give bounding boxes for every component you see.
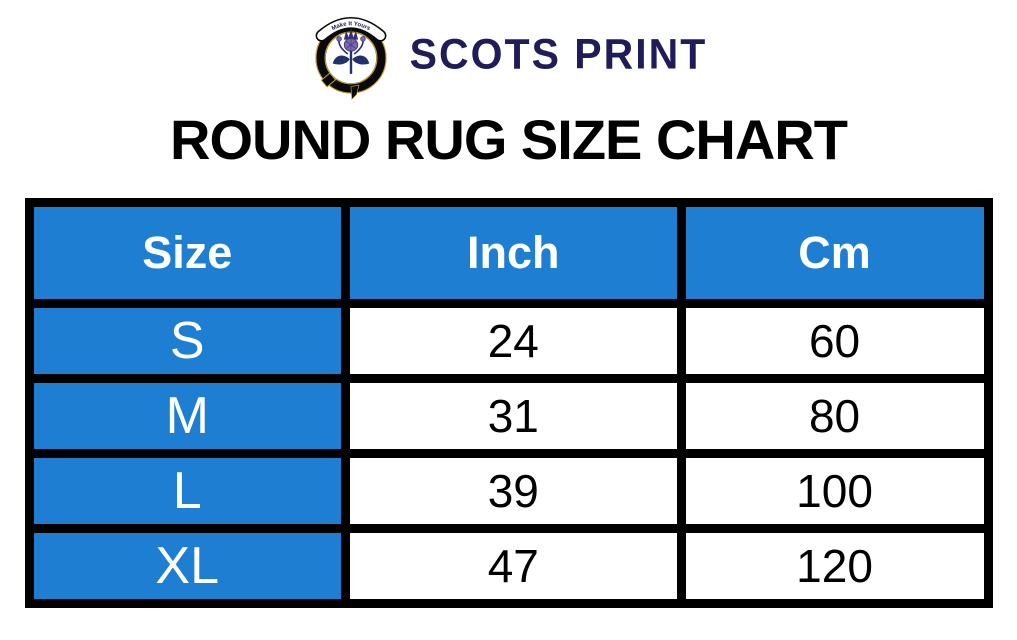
banner-ribbon-icon: Make It Yours: [315, 17, 387, 42]
banner-text: Make It Yours: [331, 21, 372, 32]
table-row-s: S 24 60: [24, 299, 993, 384]
strap-tail-icon: [350, 84, 360, 101]
scots-print-crest-logo: Make It Yours: [310, 7, 392, 101]
table-row-m: M 31 80: [24, 374, 993, 459]
size-chart-table: Size Inch Cm S 24 60 M 31 80 L 39 100: [24, 198, 993, 609]
page-title: ROUND RUG SIZE CHART: [170, 108, 848, 171]
thistle-icon: [332, 28, 369, 74]
brand-header: Make It Yours SCOTS PRINT: [0, 0, 1017, 102]
table-row-l: L 39 100: [24, 449, 993, 534]
inch-cell: 31: [340, 374, 686, 459]
size-cell: L: [24, 449, 350, 534]
size-cell: XL: [24, 524, 350, 609]
brand-name: SCOTS PRINT: [409, 29, 708, 78]
crest-icon: Make It Yours: [315, 17, 387, 101]
column-header-inch: Inch: [340, 198, 686, 309]
column-header-cm: Cm: [676, 198, 993, 309]
inch-cell: 39: [340, 449, 686, 534]
cm-cell: 80: [676, 374, 993, 459]
belt-buckle-icon: [320, 72, 336, 88]
table-header-row: Size Inch Cm: [24, 198, 993, 309]
cm-cell: 100: [676, 449, 993, 534]
inch-cell: 47: [340, 524, 686, 609]
cm-cell: 60: [676, 299, 993, 384]
svg-text:Make It Yours: Make It Yours: [331, 21, 372, 32]
table-row-xl: XL 47 120: [24, 524, 993, 609]
size-cell: M: [24, 374, 350, 459]
column-header-size: Size: [24, 198, 350, 309]
size-cell: S: [24, 299, 350, 384]
cm-cell: 120: [676, 524, 993, 609]
inch-cell: 24: [340, 299, 686, 384]
